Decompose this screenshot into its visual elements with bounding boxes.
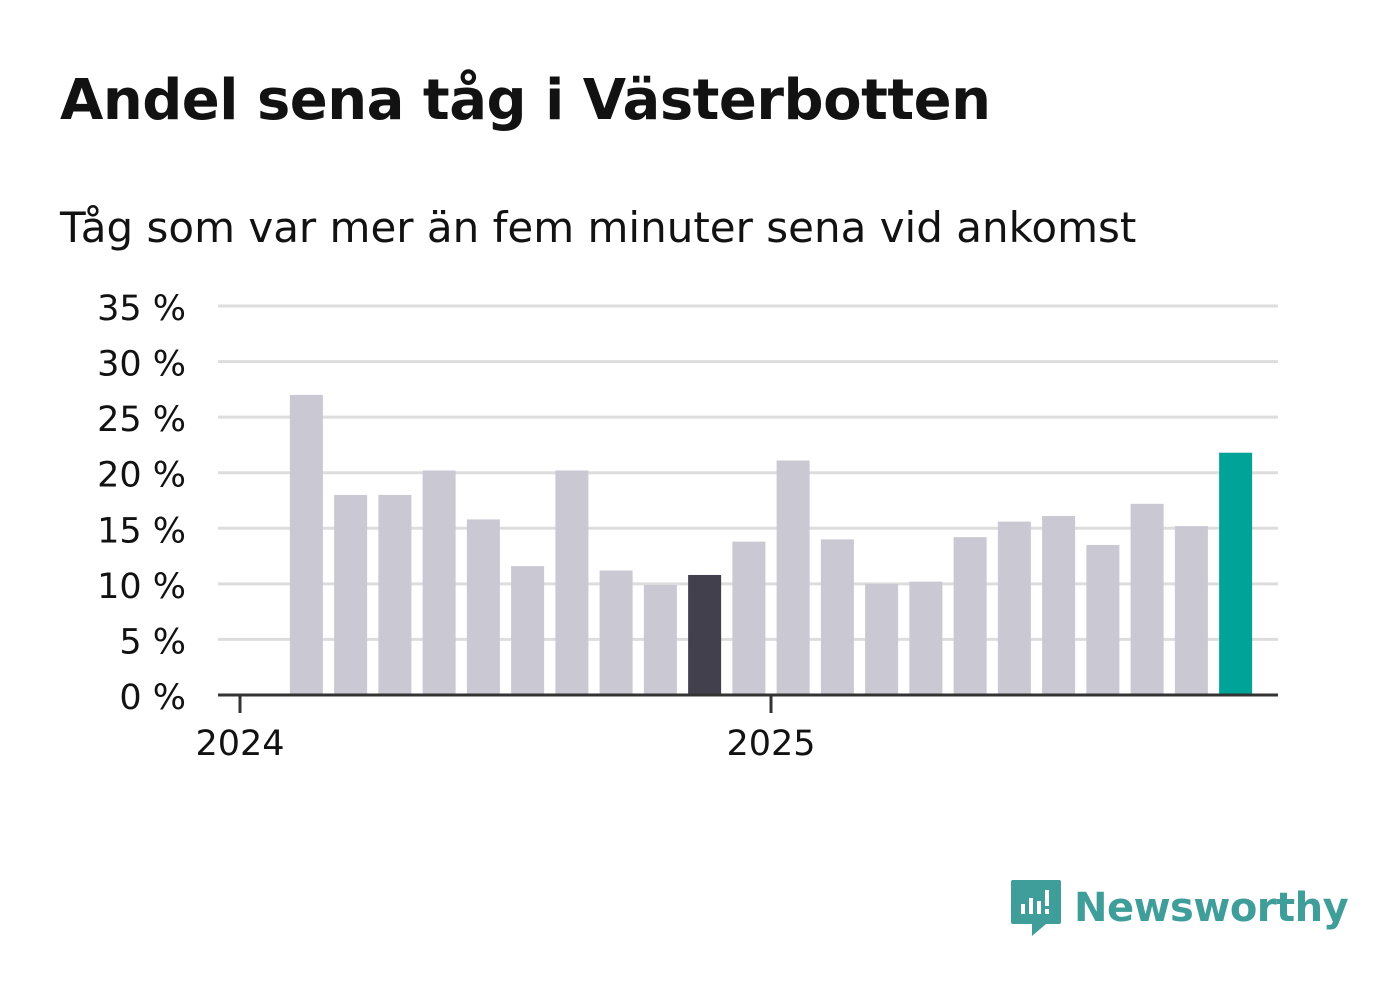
bar [776, 460, 810, 695]
bar [422, 470, 456, 695]
y-tick-label: 10 % [97, 567, 186, 607]
x-tick-label: 2024 [195, 724, 284, 764]
bar [1042, 516, 1076, 695]
bar [1130, 503, 1164, 695]
y-tick-label: 35 % [97, 289, 186, 329]
bar [953, 537, 987, 695]
bar [732, 541, 766, 695]
y-tick-label: 30 % [97, 345, 186, 385]
bar [865, 583, 899, 695]
bar [599, 570, 633, 695]
bar [289, 394, 323, 695]
bar [511, 566, 545, 695]
bars [289, 394, 1253, 695]
bar [334, 494, 368, 695]
y-axis-labels: 0 % 5 % 10 % 15 % 20 % 25 % 30 % 35 % [97, 289, 186, 718]
bar [378, 494, 412, 695]
newsworthy-logo-icon [1011, 880, 1061, 936]
newsworthy-logo: Newsworthy [1010, 878, 1349, 938]
newsworthy-logo-text: Newsworthy [1074, 885, 1349, 931]
bar [909, 581, 943, 695]
x-axis: 2024 2025 [195, 693, 1278, 764]
y-tick-label: 20 % [97, 456, 186, 496]
y-tick-label: 0 % [119, 678, 186, 718]
y-tick-label: 25 % [97, 400, 186, 440]
y-tick-label: 5 % [119, 622, 186, 662]
bar [1219, 452, 1253, 695]
bar [1174, 526, 1208, 695]
bar [555, 470, 589, 695]
chart-subtitle: Tåg som var mer än fem minuter sena vid … [60, 203, 1137, 252]
y-tick-label: 15 % [97, 511, 186, 551]
x-tick-label: 2025 [726, 724, 815, 764]
chart-title: Andel sena tåg i Västerbotten [60, 68, 991, 133]
bar [643, 584, 677, 695]
bar [997, 521, 1031, 695]
bar [466, 519, 500, 695]
bar [1086, 544, 1120, 695]
bar [820, 539, 854, 695]
bar [688, 574, 722, 695]
